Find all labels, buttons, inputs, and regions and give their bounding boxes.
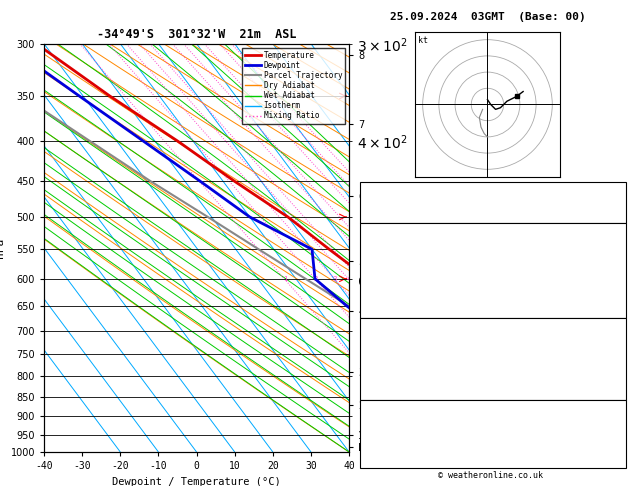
Text: 48: 48 [611, 198, 623, 208]
Text: 25.09.2024  03GMT  (Base: 00): 25.09.2024 03GMT (Base: 00) [389, 12, 586, 22]
Text: 10.5: 10.5 [599, 252, 623, 262]
Text: θₑ(K): θₑ(K) [364, 266, 394, 276]
Y-axis label: km
ASL: km ASL [424, 237, 442, 259]
Text: 21: 21 [611, 184, 623, 194]
Text: CIN (J): CIN (J) [364, 388, 405, 398]
Text: 4: 4 [347, 276, 352, 282]
Text: 0: 0 [617, 307, 623, 316]
Text: Dewp (°C): Dewp (°C) [364, 252, 417, 262]
Text: 12.1: 12.1 [599, 239, 623, 248]
Text: 3: 3 [333, 276, 337, 282]
Text: 69: 69 [611, 375, 623, 384]
Text: 10: 10 [611, 279, 623, 289]
Text: CAPE (J): CAPE (J) [364, 293, 411, 303]
Text: Temp (°C): Temp (°C) [364, 239, 417, 248]
Text: 27: 27 [611, 456, 623, 466]
Text: 84: 84 [611, 388, 623, 398]
Text: 5: 5 [358, 276, 362, 282]
Text: 0: 0 [617, 293, 623, 303]
Text: Pressure (mb): Pressure (mb) [364, 334, 440, 344]
Text: -72: -72 [605, 416, 623, 425]
Text: 1: 1 [617, 361, 623, 371]
Text: Lifted Index: Lifted Index [364, 279, 435, 289]
Text: 306: 306 [605, 266, 623, 276]
Text: θₑ (K): θₑ (K) [364, 347, 399, 357]
Legend: Temperature, Dewpoint, Parcel Trajectory, Dry Adiabat, Wet Adiabat, Isotherm, Mi: Temperature, Dewpoint, Parcel Trajectory… [242, 48, 345, 123]
Text: CAPE (J): CAPE (J) [364, 375, 411, 384]
Text: © weatheronline.co.uk: © weatheronline.co.uk [438, 471, 543, 480]
Text: 850: 850 [605, 334, 623, 344]
Text: kt: kt [418, 36, 428, 45]
Text: 313°: 313° [599, 443, 623, 452]
Title: -34°49'S  301°32'W  21m  ASL: -34°49'S 301°32'W 21m ASL [97, 28, 296, 41]
Text: Hodograph: Hodograph [466, 402, 520, 412]
Text: PW (cm): PW (cm) [364, 211, 405, 221]
Text: Most Unstable: Most Unstable [455, 320, 531, 330]
Text: StmSpd (kt): StmSpd (kt) [364, 456, 429, 466]
Text: CIN (J): CIN (J) [364, 307, 405, 316]
X-axis label: Dewpoint / Temperature (°C): Dewpoint / Temperature (°C) [112, 477, 281, 486]
Text: 2: 2 [314, 276, 318, 282]
Text: 2.17: 2.17 [599, 211, 623, 221]
Text: StmDir: StmDir [364, 443, 399, 452]
Text: 1: 1 [283, 276, 287, 282]
Text: -30: -30 [605, 429, 623, 439]
Text: SREH: SREH [364, 429, 387, 439]
Text: 321: 321 [605, 347, 623, 357]
Text: Lifted Index: Lifted Index [364, 361, 435, 371]
Y-axis label: hPa: hPa [0, 238, 5, 258]
Text: EH: EH [364, 416, 376, 425]
Text: Surface: Surface [472, 225, 513, 235]
Text: K: K [364, 184, 370, 194]
Text: Totals Totals: Totals Totals [364, 198, 440, 208]
